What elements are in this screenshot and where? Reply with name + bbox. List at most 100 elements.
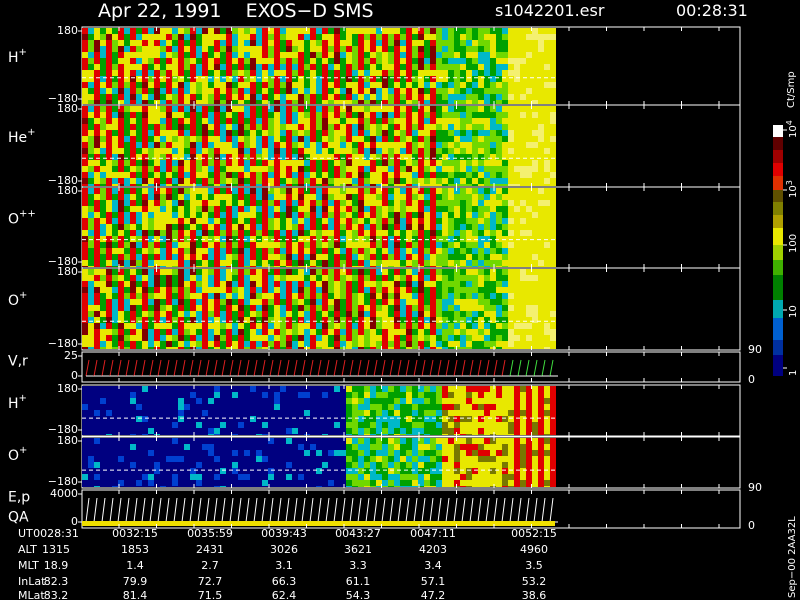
- trace: [213, 359, 218, 377]
- trace: [109, 497, 114, 523]
- footer-value: 38.6: [522, 589, 547, 600]
- trace: [165, 497, 170, 523]
- spectrogram-cells: [346, 438, 550, 487]
- footer-row-label: MLT: [18, 559, 39, 572]
- trace: [181, 497, 186, 523]
- trace: [453, 497, 458, 523]
- colorbar-label: Ct/Smp: [786, 71, 797, 108]
- colorbar-tick-exponent: 4: [785, 120, 794, 125]
- panel-label-base: H: [8, 50, 19, 66]
- right-tick-label: 0: [748, 373, 755, 386]
- trace: [341, 497, 346, 523]
- panel-label-base: H: [8, 396, 19, 412]
- trace: [429, 359, 434, 377]
- trace: [101, 359, 106, 377]
- trace: [173, 497, 178, 523]
- spectrogram-cells: [442, 386, 550, 435]
- colorbar-segment: [773, 202, 783, 215]
- panel-frame: [81, 489, 741, 529]
- trace: [381, 359, 386, 377]
- trace: [389, 497, 394, 523]
- trace: [389, 359, 394, 377]
- trace: [149, 359, 154, 377]
- footer-value: 3026: [270, 543, 298, 556]
- trace: [213, 497, 218, 523]
- spectrogram-cells: [346, 386, 550, 435]
- panel-label-superscript: +: [19, 445, 27, 456]
- trace: [301, 497, 306, 523]
- spectrogram-cells: [88, 438, 334, 487]
- trace: [413, 359, 418, 377]
- y-tick-label: −180: [48, 174, 78, 187]
- trace: [373, 359, 378, 377]
- trace: [333, 359, 338, 377]
- footer-row-label: ALT: [18, 543, 37, 556]
- panel-label: E,p: [8, 489, 30, 505]
- trace: [133, 497, 138, 523]
- spectrogram-cells: [346, 438, 442, 487]
- y-tick-label: 4000: [50, 487, 78, 500]
- footer-value: 0039:43: [261, 527, 307, 540]
- trace: [469, 359, 474, 377]
- colorbar-tick-label: 103: [785, 180, 799, 198]
- panel-label-base: O: [8, 211, 19, 227]
- panel-label-base: O: [8, 448, 19, 464]
- panel-label-base: V,r: [8, 354, 28, 370]
- trace: [485, 359, 490, 377]
- trace: [501, 359, 506, 377]
- y-tick-label: −180: [48, 475, 78, 488]
- trace: [189, 497, 194, 523]
- panel-label-superscript: ++: [19, 208, 36, 219]
- footer-value: 3.4: [424, 559, 442, 572]
- colorbar-tick-exponent: 3: [785, 180, 794, 185]
- spectrogram-cells: [508, 188, 550, 266]
- footer-value: 83.2: [44, 589, 69, 600]
- trace: [229, 497, 234, 523]
- y-tick-label: 180: [57, 184, 78, 197]
- footer-value: 2.7: [201, 559, 219, 572]
- y-tick-label: −180: [48, 337, 78, 350]
- trace: [117, 359, 122, 377]
- y-tick-label: 180: [57, 382, 78, 395]
- colorbar-tick-base: 10: [788, 125, 799, 138]
- spectrogram-cells: [82, 106, 436, 186]
- trace: [485, 497, 490, 523]
- footer-value: 2431: [196, 543, 224, 556]
- trace: [117, 497, 122, 523]
- footer-value: 0035:59: [187, 527, 233, 540]
- footer-value: 62.4: [272, 589, 297, 600]
- colorbar-tick-label: 10: [788, 305, 799, 318]
- right-tick-label: 0: [748, 519, 755, 532]
- footer-value: 1315: [42, 543, 70, 556]
- trace: [533, 497, 538, 523]
- spectrogram-cells: [346, 438, 442, 487]
- trace: [309, 359, 314, 377]
- trace: [85, 359, 90, 377]
- panel-label-superscript: +: [19, 47, 27, 58]
- trace: [437, 497, 442, 523]
- footer-value: 82.3: [44, 575, 69, 588]
- trace: [141, 497, 146, 523]
- spectrogram-cells: [82, 106, 436, 186]
- colorbar-segment: [773, 355, 783, 376]
- panel-label-superscript: +: [19, 290, 27, 301]
- right-tick-label: 90: [748, 481, 762, 494]
- colorbar-segment: [773, 228, 783, 245]
- trace: [365, 497, 370, 523]
- trace: [333, 497, 338, 523]
- trace: [493, 359, 498, 377]
- trace: [237, 359, 242, 377]
- trace: [109, 359, 114, 377]
- footer-value: 3621: [344, 543, 372, 556]
- trace: [501, 497, 506, 523]
- trace: [245, 497, 250, 523]
- colorbar-segment: [773, 190, 783, 202]
- trace: [357, 497, 362, 523]
- panel-label-base: He: [8, 130, 27, 146]
- trace: [357, 359, 362, 377]
- colorbar-tick-label: 1: [788, 370, 799, 376]
- trace: [205, 497, 210, 523]
- trace: [509, 359, 514, 377]
- trace: [413, 497, 418, 523]
- trace: [525, 359, 530, 377]
